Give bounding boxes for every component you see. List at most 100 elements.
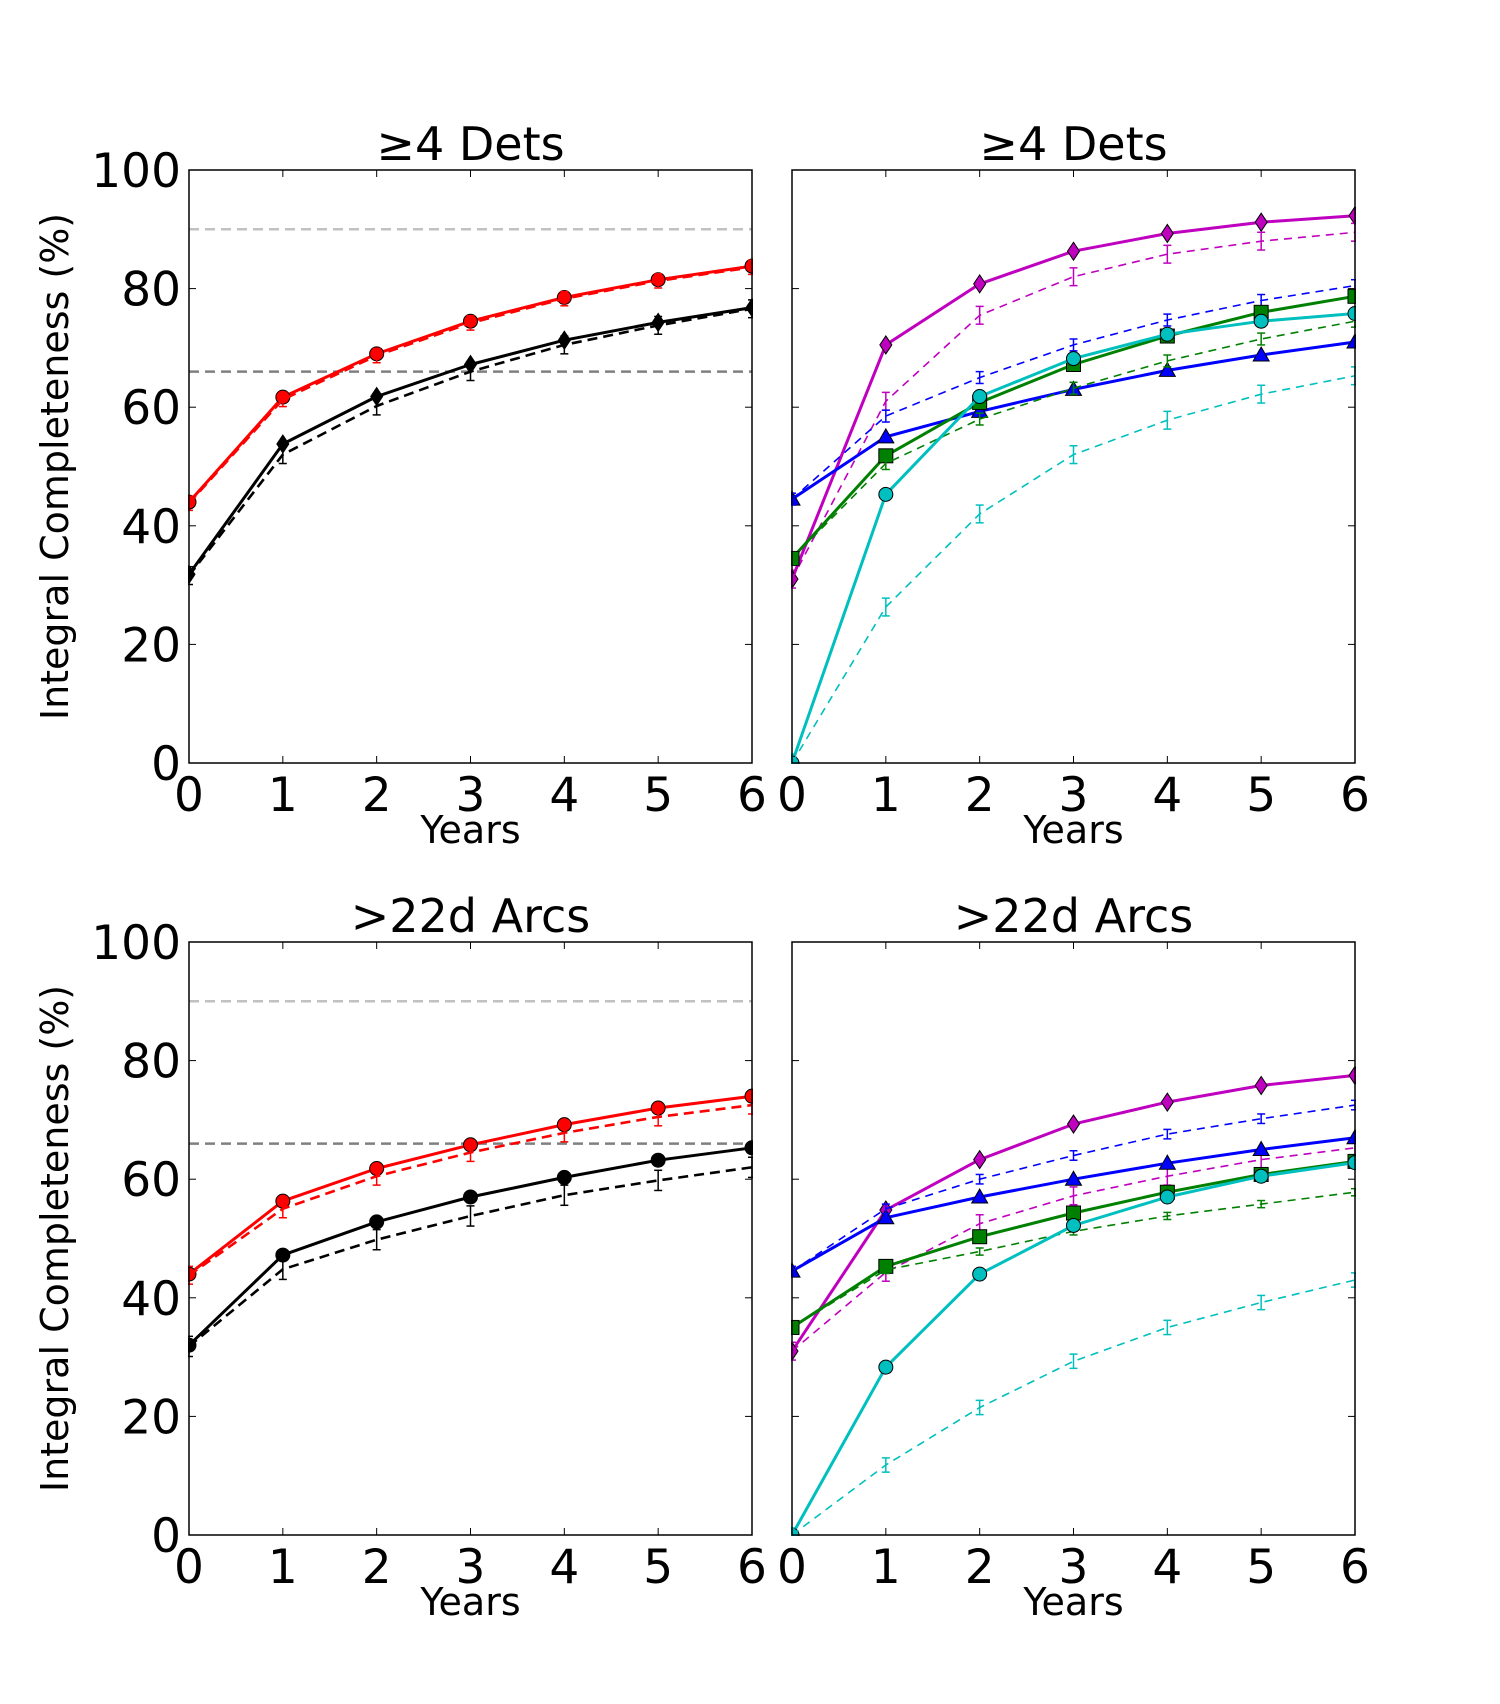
data-point [1252, 346, 1271, 362]
y-tick-label: 60 [121, 1153, 181, 1208]
y-tick-label: 0 [151, 1509, 181, 1564]
x-tick-label: 6 [737, 1540, 767, 1595]
series-line [188, 307, 753, 577]
data-point [1158, 361, 1177, 377]
x-tick-label: 4 [549, 1540, 579, 1595]
chart-title: >22d Arcs [351, 889, 591, 943]
series-line [188, 306, 753, 576]
data-point [650, 1152, 666, 1168]
data-point [1064, 1170, 1083, 1186]
data-point [1159, 326, 1175, 342]
series-group [791, 205, 1356, 764]
x-tick-label: 5 [643, 768, 673, 823]
x-axis-label: Years [1022, 1580, 1123, 1624]
series-group [791, 1065, 1356, 1536]
series-black-dashed [188, 1156, 753, 1358]
y-tick-label: 100 [91, 916, 181, 971]
series-cyan-dashed [791, 1272, 1356, 1536]
data-point [879, 335, 893, 355]
x-axis-label: Years [1022, 808, 1123, 852]
y-tick-label: 100 [91, 144, 181, 199]
y-tick-label: 20 [121, 618, 181, 673]
series-black-dashed [188, 299, 753, 586]
x-tick-label: 4 [1152, 768, 1182, 823]
data-point [556, 1169, 572, 1185]
x-tick-label: 1 [871, 1540, 901, 1595]
x-tick-label: 3 [1059, 1540, 1089, 1595]
y-tick-label: 80 [121, 1035, 181, 1090]
data-point [1160, 223, 1174, 244]
x-tick-label: 1 [871, 768, 901, 823]
series-line [791, 375, 1356, 764]
x-tick-label: 2 [362, 768, 392, 823]
x-tick-label: 4 [1152, 1540, 1182, 1595]
y-tick-label: 60 [121, 381, 181, 436]
series-cyan-dashed [791, 366, 1356, 764]
data-point [1158, 1154, 1177, 1170]
x-tick-label: 1 [268, 1540, 298, 1595]
x-tick-label: 5 [1246, 768, 1276, 823]
data-point [1066, 1205, 1081, 1221]
data-point [1066, 1217, 1081, 1233]
x-tick-label: 6 [1340, 768, 1370, 823]
data-point [876, 1208, 895, 1225]
data-point [972, 1229, 988, 1245]
x-tick-label: 2 [965, 1540, 995, 1595]
data-point [1066, 241, 1081, 262]
series-line [791, 1279, 1356, 1536]
data-point [878, 1359, 894, 1375]
data-point [972, 389, 988, 405]
chart-panel-top-right: 0 1 2 3 4 5 6 ≥4 Dets Years [777, 117, 1370, 852]
y-tick-label: 0 [151, 737, 181, 792]
x-tick-label: 2 [362, 1540, 392, 1595]
y-axis-label: Integral Completeness (%) [33, 213, 77, 720]
x-tick-label: 6 [737, 768, 767, 823]
x-tick-label: 0 [174, 1540, 204, 1595]
data-point [1252, 1140, 1271, 1157]
x-axis-label: Years [419, 808, 520, 852]
data-point [1253, 313, 1269, 329]
data-point [972, 1266, 988, 1282]
x-tick-label: 0 [777, 768, 807, 823]
data-point [970, 1187, 989, 1204]
data-point [1160, 1092, 1174, 1113]
data-point [1254, 1075, 1268, 1096]
x-tick-label: 2 [965, 768, 995, 823]
x-tick-label: 0 [174, 768, 204, 823]
series-red-dashed [188, 259, 753, 512]
series-red-solid [188, 1088, 753, 1282]
series-group [188, 258, 753, 586]
x-tick-label: 5 [1246, 1540, 1276, 1595]
y-tick-label: 80 [121, 263, 181, 318]
x-tick-label: 3 [456, 768, 486, 823]
x-tick-label: 3 [456, 1540, 486, 1595]
axes-frame [188, 941, 753, 1536]
y-tick-label: 40 [121, 500, 181, 555]
data-point [973, 1149, 987, 1170]
chart-title: ≥4 Dets [979, 117, 1167, 171]
series-group [188, 1088, 753, 1358]
x-tick-label: 4 [549, 768, 579, 823]
data-point [878, 486, 894, 502]
x-tick-label: 5 [643, 1540, 673, 1595]
x-axis-label: Years [419, 1580, 520, 1624]
x-tick-label: 1 [268, 768, 298, 823]
data-point [973, 273, 987, 294]
data-point [1254, 212, 1268, 233]
x-tick-label: 3 [1059, 768, 1089, 823]
series-cyan-solid [791, 306, 1356, 764]
x-tick-label: 0 [777, 1540, 807, 1595]
series-blue-dashed [791, 278, 1356, 506]
series-black-solid [188, 1140, 753, 1353]
x-tick-label: 6 [1340, 1540, 1370, 1595]
data-point [1066, 351, 1081, 367]
data-point [1066, 1114, 1081, 1134]
chart-title: >22d Arcs [954, 889, 1194, 943]
y-axis-label: Integral Completeness (%) [33, 985, 77, 1492]
data-point [369, 1214, 385, 1230]
data-point [1159, 1189, 1175, 1205]
series-red-dashed [188, 1095, 753, 1285]
